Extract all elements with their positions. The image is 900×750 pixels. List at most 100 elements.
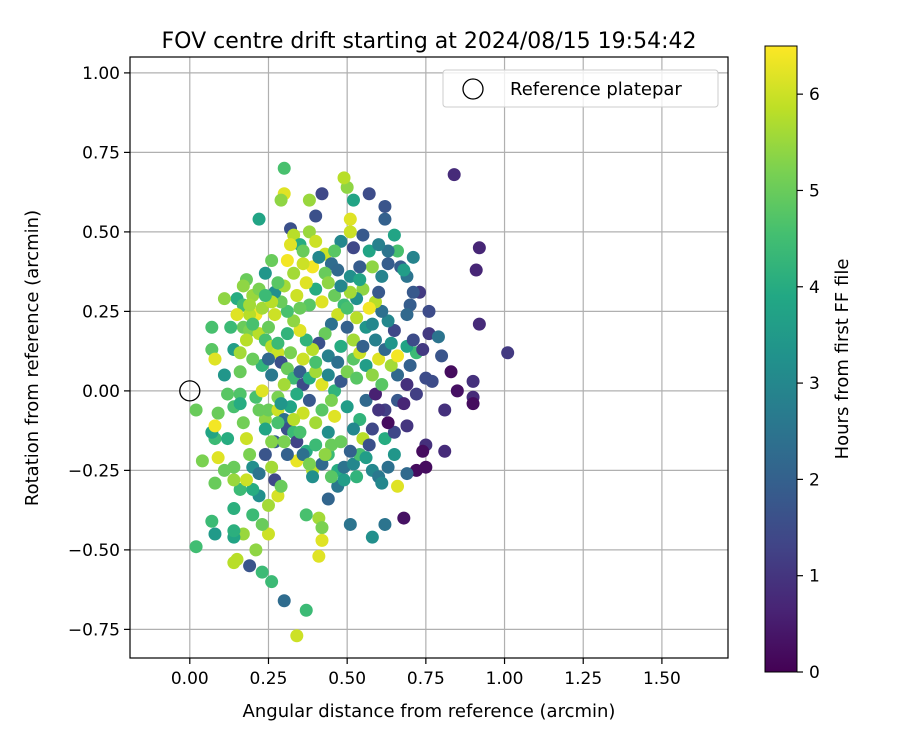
scatter-point (227, 473, 241, 487)
scatter-point (239, 333, 253, 347)
scatter-point (334, 339, 348, 353)
scatter-point (343, 212, 357, 226)
y-tick-label: −0.75 (68, 620, 120, 640)
scatter-point (233, 387, 247, 401)
scatter-point (346, 193, 360, 207)
x-axis-label: Angular distance from reference (arcmin) (243, 701, 616, 722)
scatter-point (324, 470, 338, 484)
reference-platepar-marker (179, 380, 201, 402)
scatter-point (217, 463, 231, 477)
scatter-point (306, 343, 320, 357)
scatter-point (321, 368, 335, 382)
scatter-point (296, 244, 310, 258)
x-tick-label: 0.25 (250, 669, 288, 689)
scatter-point (501, 346, 515, 360)
scatter-point (302, 457, 316, 471)
scatter-point (400, 308, 414, 322)
scatter-point (337, 171, 351, 185)
scatter-point (255, 565, 269, 579)
scatter-point (296, 352, 310, 366)
scatter-point (315, 187, 329, 201)
scatter-point (261, 498, 275, 512)
scatter-point (261, 527, 275, 541)
x-tick-label: 0.50 (328, 669, 366, 689)
scatter-point (277, 378, 291, 392)
scatter-point (384, 336, 398, 350)
scatter-point (340, 400, 354, 414)
scatter-point (353, 273, 367, 287)
scatter-point (391, 368, 405, 382)
scatter-point (243, 298, 257, 312)
scatter-point (306, 470, 320, 484)
scatter-point (318, 447, 332, 461)
scatter-point (277, 594, 291, 608)
scatter-point (466, 397, 480, 411)
scatter-point (469, 263, 483, 277)
scatter-point (403, 358, 417, 372)
scatter-point (334, 435, 348, 449)
scatter-point (472, 241, 486, 255)
scatter-point (302, 193, 316, 207)
scatter-point (397, 397, 411, 411)
scatter-point (340, 320, 354, 334)
scatter-point (189, 403, 203, 417)
scatter-point (350, 371, 364, 385)
scatter-point (372, 403, 386, 417)
scatter-point (343, 444, 357, 458)
colorbar-gradient (764, 45, 798, 673)
scatter-point (381, 257, 395, 271)
scatter-point (346, 422, 360, 436)
scatter-point (331, 355, 345, 369)
scatter-point (375, 269, 389, 283)
reference-marker-group (179, 380, 201, 402)
colorbar-tick-label: 6 (809, 85, 820, 105)
y-tick-label: 0.00 (82, 382, 120, 402)
scatter-point (343, 225, 357, 239)
scatter-point (353, 413, 367, 427)
scatter-point (224, 320, 238, 334)
scatter-point (328, 288, 342, 302)
scatter-point (246, 482, 260, 496)
colorbar-tick-label: 3 (809, 374, 820, 394)
scatter-point (416, 343, 430, 357)
scatter-point (309, 282, 323, 296)
scatter-point (280, 362, 294, 376)
legend-box (442, 69, 719, 108)
scatter-point (274, 193, 288, 207)
scatter-point (309, 416, 323, 430)
y-tick-label: 1.00 (82, 64, 120, 84)
scatter-point (334, 234, 348, 248)
scatter-point (372, 285, 386, 299)
scatter-point (274, 397, 288, 411)
scatter-point (384, 358, 398, 372)
scatter-point (328, 409, 342, 423)
y-axis-label: Rotation from reference (arcmin) (22, 210, 43, 506)
scatter-point (362, 187, 376, 201)
scatter-point (189, 540, 203, 554)
scatter-point (258, 447, 272, 461)
plot-frame (129, 56, 729, 659)
scatter-point (255, 384, 269, 398)
scatter-point (372, 238, 386, 252)
y-tick-label: 0.75 (82, 143, 120, 163)
scatter-point (277, 161, 291, 175)
y-tick-label: −0.25 (68, 461, 120, 481)
scatter-point (309, 355, 323, 369)
data-points (189, 161, 515, 643)
scatter-point (378, 517, 392, 531)
scatter-point (362, 301, 376, 315)
legend-label-reference: Reference platepar (510, 79, 682, 100)
scatter-point (334, 279, 348, 293)
scatter-point (365, 368, 379, 382)
scatter-point (375, 304, 389, 318)
scatter-point (381, 460, 395, 474)
scatter-point (309, 365, 323, 379)
scatter-point (233, 397, 247, 411)
scatter-point (340, 301, 354, 315)
x-tick-label: 1.00 (486, 669, 524, 689)
scatter-point (435, 349, 449, 363)
scatter-point (391, 479, 405, 493)
scatter-point (280, 447, 294, 461)
scatter-point (337, 473, 351, 487)
scatter-point (252, 403, 266, 417)
